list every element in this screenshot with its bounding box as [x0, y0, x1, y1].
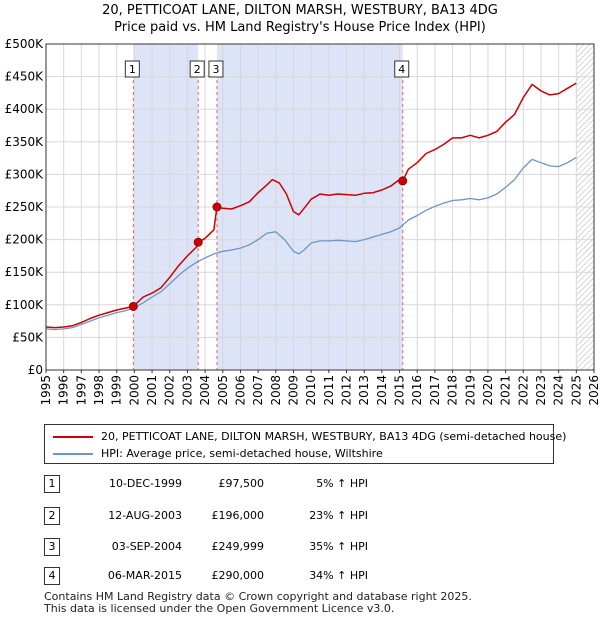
chart-title-subtitle: Price paid vs. HM Land Registry's House …: [114, 20, 486, 35]
x-tick-label: 1996: [57, 375, 71, 406]
x-tick-label: 2006: [233, 375, 247, 406]
y-tick-label: £200K: [5, 233, 45, 247]
price-chart: 1 2 3 4 £0 £50K £100K £150K £200K £250K £300K £350K…: [5, 37, 600, 406]
y-tick-label: £150K: [5, 265, 45, 279]
x-tick-label: 2000: [127, 375, 141, 406]
sale-point-4: [398, 176, 408, 186]
y-tick-label: £300K: [5, 167, 45, 181]
x-tick-label: 2004: [198, 375, 212, 406]
sale-hpi-change: 5% ↑ HPI: [316, 477, 368, 490]
y-tick-label: £100K: [5, 298, 45, 312]
sale-hpi-change: 23% ↑ HPI: [309, 509, 368, 522]
y-tick-label: £400K: [5, 102, 45, 116]
plot-frame: [45, 43, 595, 371]
x-tick-label: 2008: [269, 375, 283, 406]
sale-number-badge: 4: [44, 567, 60, 585]
x-tick-label: 2025: [569, 375, 583, 406]
x-tick-label: 2005: [216, 375, 230, 406]
footer-copyright: Contains HM Land Registry data © Crown c…: [44, 590, 472, 603]
sale-label-box-1: [124, 60, 140, 78]
sale-number-badge: 3: [44, 538, 60, 556]
sale-date: 12-AUG-2003: [108, 509, 182, 522]
sale-label-box-2: [189, 60, 205, 78]
legend-swatch-blue: [53, 453, 93, 455]
sale-point-3: [212, 202, 222, 212]
x-tick-label: 2019: [463, 375, 477, 406]
sale-number-badge: 1: [44, 475, 60, 493]
x-tick-label: 2023: [534, 375, 548, 406]
x-tick-label: 2015: [393, 375, 407, 406]
x-tick-label: 2011: [322, 375, 336, 406]
x-tick-label: 1999: [110, 375, 124, 406]
sale-hpi-change: 34% ↑ HPI: [309, 569, 368, 582]
sale-price: £97,500: [218, 477, 265, 490]
x-tick-label: 2026: [587, 375, 600, 406]
sale-date: 10-DEC-1999: [108, 477, 182, 490]
chart-legend: 20, PETTICOAT LANE, DILTON MARSH, WESTBU…: [44, 424, 566, 464]
x-tick-label: 2009: [286, 375, 300, 406]
sale-label-box-4: [394, 60, 410, 78]
sale-label-2: 2: [194, 63, 201, 76]
x-tick-label: 2003: [180, 375, 194, 406]
x-tick-label: 1997: [74, 375, 88, 406]
x-tick-label: 2016: [410, 375, 424, 406]
x-tick-label: 1995: [39, 375, 53, 406]
sale-number-badge: 2: [44, 507, 60, 525]
sale-date: 03-SEP-2004: [111, 540, 182, 553]
property-price-line: [45, 82, 577, 329]
sale-label-3: 3: [212, 63, 219, 76]
y-tick-label: £350K: [5, 135, 45, 149]
y-tick-label: £450K: [5, 70, 45, 84]
footer-licence: This data is licensed under the Open Gov…: [44, 602, 395, 615]
sale-price: £249,999: [211, 540, 265, 553]
x-tick-label: 2020: [481, 375, 495, 406]
sale-price: £290,000: [211, 569, 265, 582]
y-tick-label: £500K: [5, 37, 45, 51]
x-tick-label: 2017: [428, 375, 442, 406]
sale-hpi-change: 35% ↑ HPI: [309, 540, 368, 553]
x-tick-label: 2007: [251, 375, 265, 406]
chart-title-address: 20, PETTICOAT LANE, DILTON MARSH, WESTBU…: [102, 3, 498, 18]
sale-point-2: [193, 237, 203, 247]
y-tick-label: £250K: [5, 200, 45, 214]
sale-label-4: 4: [398, 63, 405, 76]
x-tick-label: 2010: [304, 375, 318, 406]
x-tick-label: 2001: [145, 375, 159, 406]
x-tick-label: 2022: [516, 375, 530, 406]
sale-point-1: [128, 301, 138, 311]
x-tick-label: 2021: [499, 375, 513, 406]
legend-label-property: 20, PETTICOAT LANE, DILTON MARSH, WESTBU…: [101, 430, 567, 443]
y-tick-label: £0: [28, 363, 43, 377]
x-tick-label: 2024: [552, 375, 566, 406]
sale-label-1: 1: [129, 63, 136, 76]
sale-label-box-3: [208, 60, 224, 78]
y-tick-label: £50K: [12, 330, 44, 344]
sale-price: £196,000: [211, 509, 265, 522]
x-tick-label: 2013: [357, 375, 371, 406]
x-tick-label: 2002: [163, 375, 177, 406]
legend-label-hpi: HPI: Average price, semi-detached house,…: [101, 447, 383, 460]
x-tick-label: 2014: [375, 375, 389, 406]
sale-date: 06-MAR-2015: [107, 569, 182, 582]
x-tick-label: 2012: [340, 375, 354, 406]
x-tick-label: 1998: [92, 375, 106, 406]
x-tick-label: 2018: [446, 375, 460, 406]
legend-swatch-red: [53, 436, 93, 438]
